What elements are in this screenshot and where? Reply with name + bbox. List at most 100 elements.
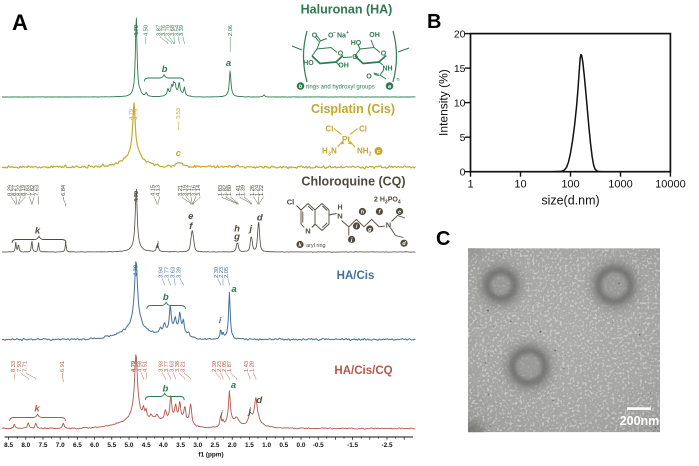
svg-text:n: n bbox=[397, 77, 400, 83]
svg-text:Cisplatin (Cis): Cisplatin (Cis) bbox=[311, 102, 395, 116]
svg-text:4.79: 4.79 bbox=[134, 25, 140, 36]
svg-text:3.0: 3.0 bbox=[193, 442, 202, 449]
svg-text:-0.5: -0.5 bbox=[313, 442, 324, 449]
svg-text:OH: OH bbox=[338, 63, 349, 70]
svg-text:10: 10 bbox=[514, 179, 526, 191]
svg-text:3.68: 3.68 bbox=[170, 25, 176, 36]
svg-text:b: b bbox=[299, 84, 303, 90]
svg-text:A: A bbox=[12, 10, 28, 35]
svg-text:4.79: 4.79 bbox=[134, 191, 140, 202]
svg-text:8.22: 8.22 bbox=[17, 185, 23, 196]
svg-text:3.63: 3.63 bbox=[171, 267, 177, 278]
svg-text:O: O bbox=[328, 33, 334, 40]
svg-text:Haluronan (HA): Haluronan (HA) bbox=[301, 3, 393, 17]
svg-text:N: N bbox=[337, 212, 342, 221]
svg-text:-1.5: -1.5 bbox=[347, 442, 358, 449]
svg-text:aryl ring: aryl ring bbox=[306, 243, 326, 249]
svg-text:i: i bbox=[219, 315, 222, 325]
svg-text:10: 10 bbox=[454, 97, 466, 109]
svg-text:8.5: 8.5 bbox=[4, 442, 13, 449]
svg-text:2.0: 2.0 bbox=[228, 442, 237, 449]
svg-text:d: d bbox=[257, 213, 263, 224]
svg-text:3.17: 3.17 bbox=[187, 185, 193, 196]
svg-text:1.43: 1.43 bbox=[244, 361, 250, 372]
svg-text:b: b bbox=[163, 292, 169, 303]
svg-text:4.75: 4.75 bbox=[134, 109, 140, 120]
svg-text:3.94: 3.94 bbox=[159, 267, 165, 278]
svg-text:N: N bbox=[331, 147, 337, 156]
svg-text:1: 1 bbox=[467, 179, 473, 191]
svg-text:15: 15 bbox=[454, 63, 466, 75]
svg-text:j: j bbox=[350, 238, 353, 244]
svg-text:5.5: 5.5 bbox=[107, 442, 116, 449]
svg-text:4.79: 4.79 bbox=[131, 361, 137, 372]
svg-text:NH: NH bbox=[382, 66, 392, 73]
svg-text:e: e bbox=[188, 211, 194, 222]
svg-text:f: f bbox=[189, 221, 193, 232]
svg-text:h: h bbox=[234, 224, 240, 235]
svg-text:5: 5 bbox=[460, 132, 466, 144]
svg-text:i: i bbox=[356, 224, 358, 230]
svg-text:f1 (ppm): f1 (ppm) bbox=[198, 452, 223, 459]
svg-text:7.83: 7.83 bbox=[26, 185, 32, 196]
svg-text:b: b bbox=[162, 384, 168, 395]
svg-text:a: a bbox=[231, 284, 236, 295]
svg-text:d: d bbox=[256, 395, 262, 406]
svg-text:C: C bbox=[436, 228, 450, 250]
svg-text:2.5: 2.5 bbox=[211, 442, 220, 449]
svg-text:1.87: 1.87 bbox=[227, 361, 233, 372]
svg-text:h: h bbox=[361, 210, 365, 216]
svg-text:1.82: 1.82 bbox=[223, 185, 229, 196]
svg-text:2.06: 2.06 bbox=[228, 25, 234, 36]
svg-text:Na: Na bbox=[337, 33, 346, 40]
svg-text:3.76: 3.76 bbox=[161, 25, 167, 36]
svg-text:e: e bbox=[398, 210, 401, 216]
svg-text:1.5: 1.5 bbox=[245, 442, 254, 449]
svg-text:1000: 1000 bbox=[608, 179, 632, 191]
svg-text:8.27: 8.27 bbox=[12, 185, 18, 196]
svg-text:4.15: 4.15 bbox=[151, 185, 157, 196]
svg-text:3.93: 3.93 bbox=[159, 361, 165, 372]
svg-text:7.0: 7.0 bbox=[56, 442, 65, 449]
svg-text:O: O bbox=[381, 51, 387, 58]
svg-text:1.83: 1.83 bbox=[218, 185, 224, 196]
svg-text:g: g bbox=[233, 232, 240, 243]
svg-text:O: O bbox=[338, 51, 344, 58]
svg-text:7.63: 7.63 bbox=[35, 185, 41, 196]
svg-text:3.70: 3.70 bbox=[166, 25, 172, 36]
svg-text:100: 100 bbox=[561, 179, 579, 191]
svg-text:k: k bbox=[34, 404, 40, 415]
svg-text:3: 3 bbox=[328, 152, 331, 158]
svg-text:HA/Cis/CQ: HA/Cis/CQ bbox=[334, 365, 392, 377]
svg-text:+: + bbox=[346, 30, 349, 36]
svg-text:10000: 10000 bbox=[655, 179, 686, 191]
svg-text:B: B bbox=[427, 11, 441, 33]
svg-text:OH: OH bbox=[369, 32, 380, 39]
svg-text:4.0: 4.0 bbox=[159, 442, 168, 449]
svg-text:1.28: 1.28 bbox=[250, 361, 256, 372]
svg-text:3.87: 3.87 bbox=[157, 25, 163, 36]
svg-text:2.23: 2.23 bbox=[219, 267, 225, 278]
svg-text:2.05: 2.05 bbox=[224, 267, 230, 278]
svg-text:j: j bbox=[248, 406, 252, 416]
svg-text:6.0: 6.0 bbox=[90, 442, 99, 449]
svg-text:7.93: 7.93 bbox=[17, 361, 23, 372]
svg-text:3.16: 3.16 bbox=[192, 185, 198, 196]
svg-text:i: i bbox=[220, 409, 223, 419]
svg-text:2.23: 2.23 bbox=[217, 361, 223, 372]
svg-text:Chloroquine (CQ): Chloroquine (CQ) bbox=[301, 175, 405, 189]
svg-text:3.19: 3.19 bbox=[183, 185, 189, 196]
svg-text:4.58: 4.58 bbox=[138, 361, 144, 372]
svg-text:1.26: 1.26 bbox=[250, 185, 256, 196]
svg-text:Cl: Cl bbox=[359, 125, 367, 134]
svg-text:2: 2 bbox=[369, 152, 372, 158]
svg-text:3.39: 3.39 bbox=[179, 25, 185, 36]
svg-text:4.51: 4.51 bbox=[143, 361, 149, 372]
svg-text:d: d bbox=[402, 241, 406, 247]
svg-text:7.71: 7.71 bbox=[23, 361, 29, 372]
svg-text:O: O bbox=[312, 33, 318, 40]
svg-text:N: N bbox=[305, 227, 310, 236]
svg-text:200nm: 200nm bbox=[620, 414, 660, 428]
svg-text:0.0: 0.0 bbox=[297, 442, 306, 449]
svg-text:-2.5: -2.5 bbox=[381, 442, 392, 449]
